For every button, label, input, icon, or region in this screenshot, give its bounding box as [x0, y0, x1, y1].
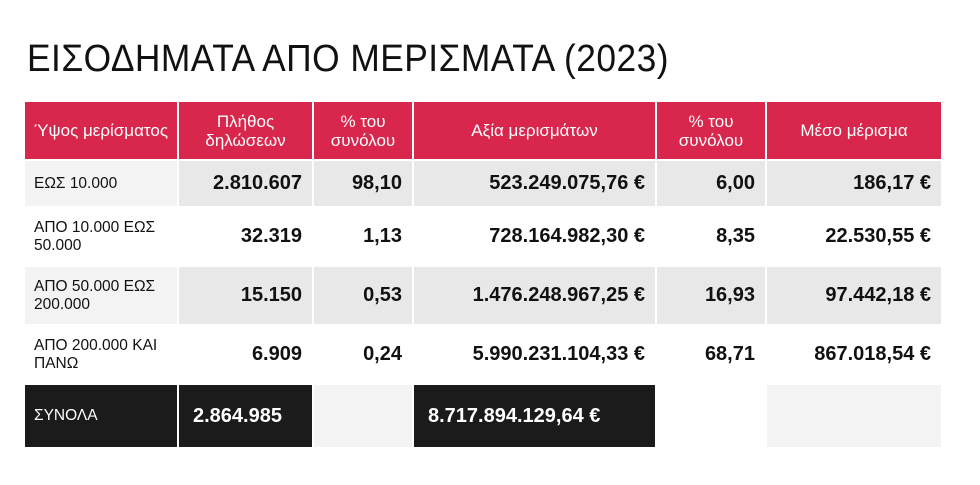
row-range: ΕΩΣ 10.000: [25, 159, 177, 206]
row-count: 32.319: [177, 206, 312, 265]
row-value: 523.249.075,76 €: [412, 159, 655, 206]
row-count-percent: 1,13: [312, 206, 412, 265]
page-title: ΕΙΣΟΔΗΜΑΤΑ ΑΠΟ ΜΕΡΙΣΜΑΤΑ (2023): [27, 38, 669, 80]
totals-blank-cell: [655, 383, 765, 447]
totals-count: 2.864.985: [177, 383, 312, 447]
row-value: 5.990.231.104,33 €: [412, 324, 655, 383]
row-value: 728.164.982,30 €: [412, 206, 655, 265]
row-count-percent: 0,53: [312, 265, 412, 324]
row-count: 6.909: [177, 324, 312, 383]
row-range: ΑΠΟ 50.000 ΕΩΣ 200.000: [25, 265, 177, 324]
header-value-percent: % του συνόλου: [655, 100, 765, 159]
row-value-percent: 6,00: [655, 159, 765, 206]
row-average: 867.018,54 €: [765, 324, 941, 383]
totals-blank-cell: [765, 383, 941, 447]
row-count: 15.150: [177, 265, 312, 324]
header-dividend-height: Ύψος μερίσματος: [25, 100, 177, 159]
row-average: 22.530,55 €: [765, 206, 941, 265]
row-range: ΑΠΟ 10.000 ΕΩΣ 50.000: [25, 206, 177, 265]
totals-label: ΣΥΝΟΛΑ: [25, 383, 177, 447]
row-value-percent: 68,71: [655, 324, 765, 383]
header-dividend-value: Αξία μερισμάτων: [412, 100, 655, 159]
row-value-percent: 16,93: [655, 265, 765, 324]
row-average: 97.442,18 €: [765, 265, 941, 324]
header-count-percent: % του συνόλου: [312, 100, 412, 159]
row-value-percent: 8,35: [655, 206, 765, 265]
row-range: ΑΠΟ 200.000 ΚΑΙ ΠΑΝΩ: [25, 324, 177, 383]
totals-value: 8.717.894.129,64 €: [412, 383, 655, 447]
row-average: 186,17 €: [765, 159, 941, 206]
row-count-percent: 0,24: [312, 324, 412, 383]
totals-blank-cell: [312, 383, 412, 447]
dividends-table: Ύψος μερίσματος Πλήθος δηλώσεων % του συ…: [25, 100, 941, 447]
header-declarations-count: Πλήθος δηλώσεων: [177, 100, 312, 159]
header-average-dividend: Μέσο μέρισμα: [765, 100, 941, 159]
row-count: 2.810.607: [177, 159, 312, 206]
row-value: 1.476.248.967,25 €: [412, 265, 655, 324]
row-count-percent: 98,10: [312, 159, 412, 206]
